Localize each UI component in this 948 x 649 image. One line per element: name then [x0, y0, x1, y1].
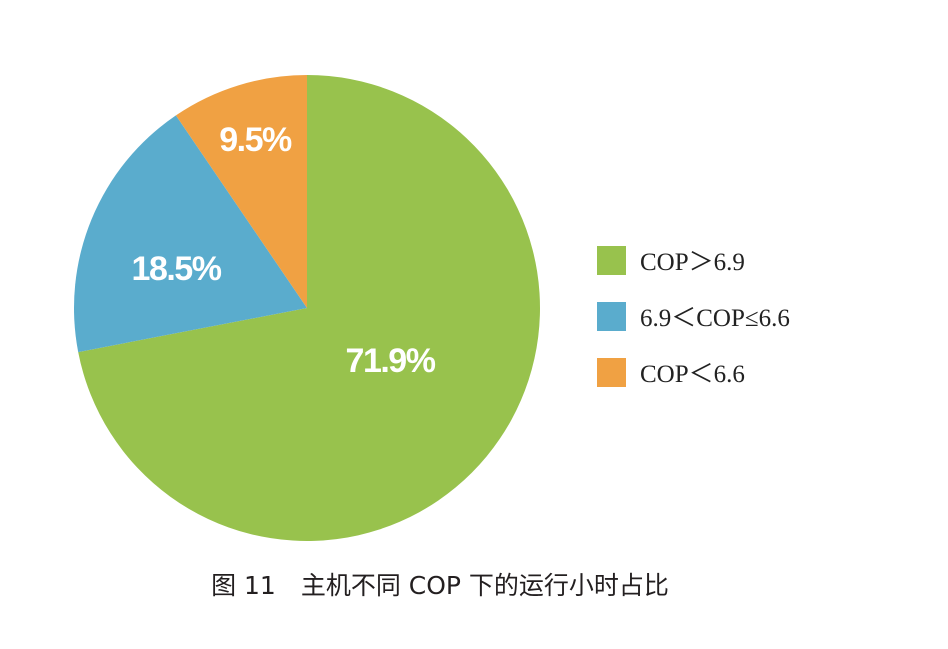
pie-slice-labels: 71.9% 18.5% 9.5% [132, 121, 438, 380]
pie-slice-value-label: 9.5% [219, 121, 292, 159]
pie-slices [74, 75, 540, 541]
chart-legend: COP＞6.9 6.9＜COP≤6.6 COP＜6.6 [597, 232, 790, 400]
legend-item-cop-below-6-6: COP＜6.6 [597, 344, 790, 400]
pie-slice-value-label: 18.5% [132, 250, 222, 288]
figure-caption: 图 11 主机不同 COP 下的运行小时占比 [211, 571, 669, 600]
pie-slice-cop-below-6-6 [175, 75, 307, 308]
legend-label: 6.9＜COP≤6.6 [640, 305, 790, 332]
pie-slice-cop-middle [74, 115, 307, 353]
pie-slice-cop-above-6-9 [78, 75, 540, 541]
pie-slice-value-label: 71.9% [346, 342, 436, 380]
legend-swatch-orange [597, 357, 626, 387]
legend-swatch-green [597, 245, 626, 275]
legend-swatch-blue [597, 301, 626, 331]
legend-label: COP＜6.6 [640, 361, 745, 388]
legend-item-cop-above-6-9: COP＞6.9 [597, 232, 790, 288]
legend-label: COP＞6.9 [640, 249, 745, 276]
legend-item-cop-middle: 6.9＜COP≤6.6 [597, 288, 790, 344]
